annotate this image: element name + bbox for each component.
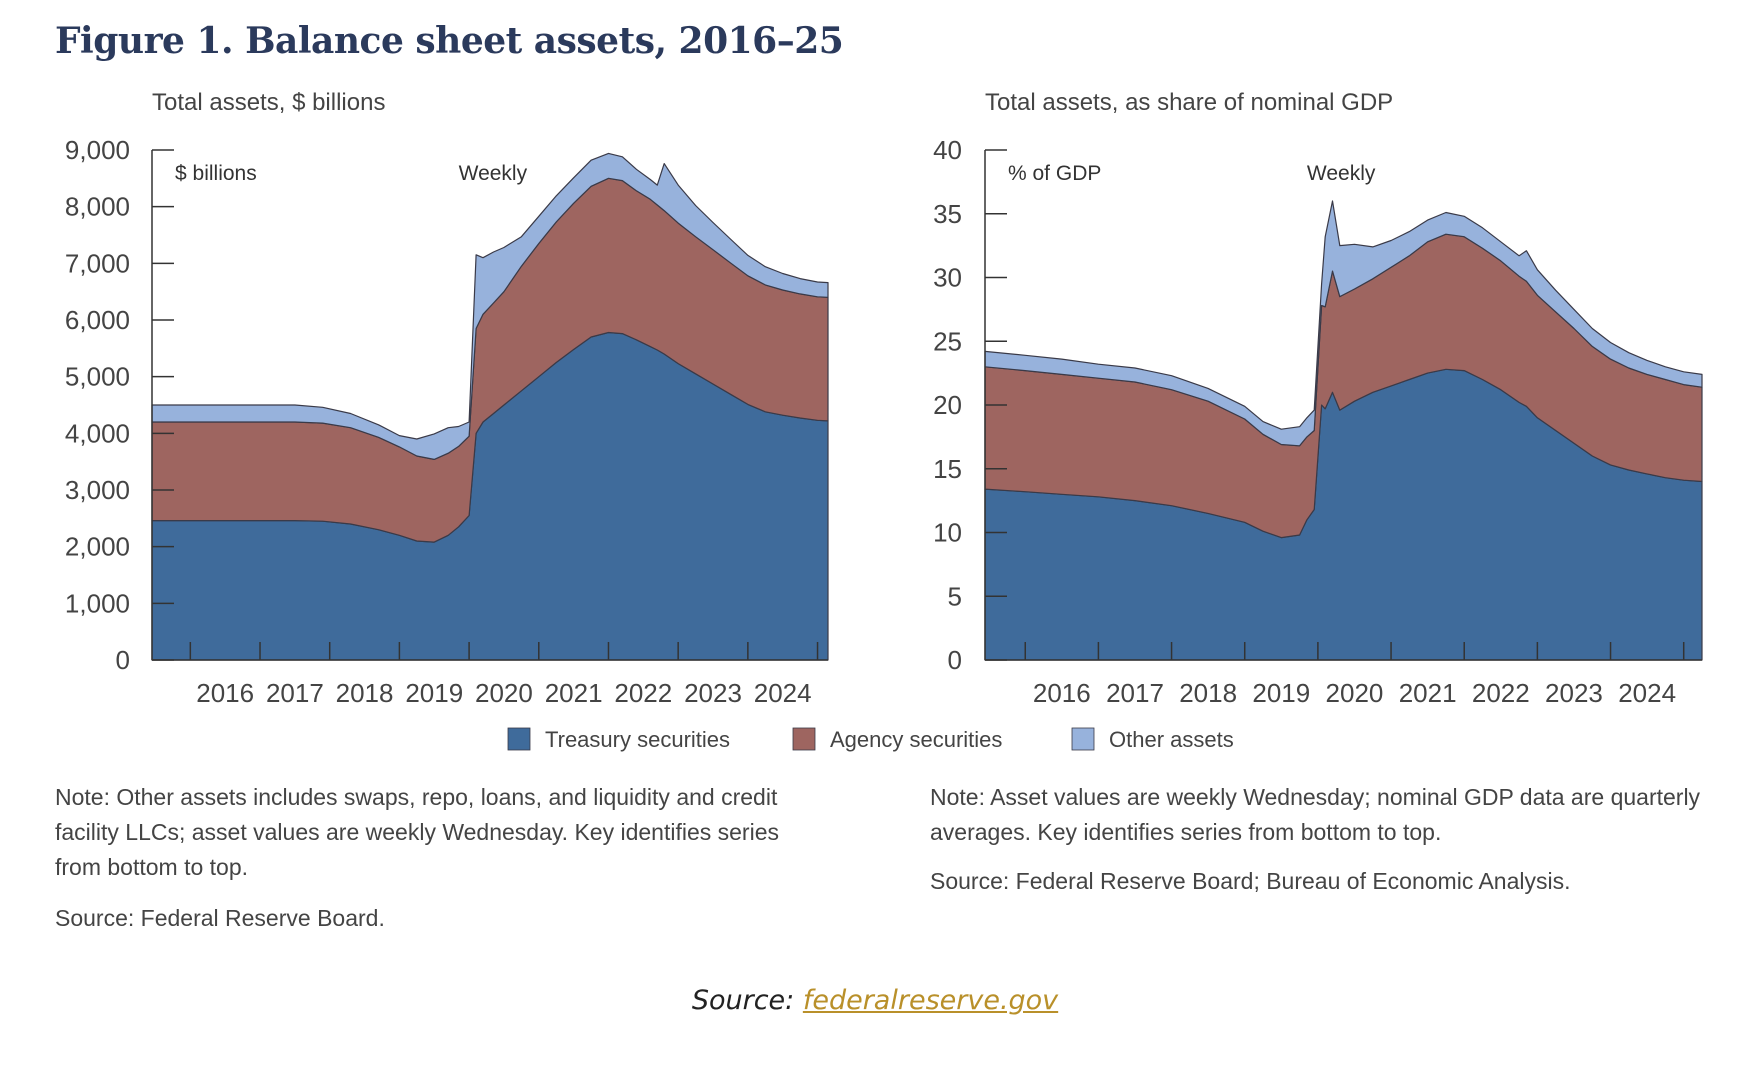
series-area-other-p1: [151, 152, 829, 460]
legend-swatch-agency: [792, 727, 816, 751]
source-right: Source: Federal Reserve Board; Bureau of…: [930, 868, 1571, 894]
source-left: Source: Federal Reserve Board.: [55, 905, 385, 931]
x-tick-label-p2: 2023: [1545, 678, 1603, 708]
unit-label-p1: $ billions: [175, 162, 257, 185]
x-tick-label-p1: 2016: [196, 678, 254, 708]
x-tick-label-p1: 2018: [336, 678, 394, 708]
x-tick-label-p1: 2019: [405, 678, 463, 708]
legend-label-agency: Agency securities: [830, 727, 1002, 752]
panel-title-p2: Total assets, as share of nominal GDP: [985, 89, 1393, 116]
panel-title-p1: Total assets, $ billions: [152, 89, 385, 116]
y-tick-label-p2: 25: [933, 326, 962, 356]
y-tick-label-p2: 35: [933, 199, 962, 229]
x-tick-label-p1: 2023: [684, 678, 742, 708]
y-tick-label-p2: 40: [933, 135, 962, 165]
y-tick-label-p1: 9,000: [65, 135, 130, 165]
x-tick-label-p2: 2021: [1399, 678, 1457, 708]
figure-title: Figure 1. Balance sheet assets, 2016–25: [55, 20, 844, 62]
y-tick-label-p2: 20: [933, 390, 962, 420]
y-tick-label-p2: 10: [933, 518, 962, 548]
legend-swatch-other: [1071, 727, 1095, 751]
x-tick-label-p2: 2016: [1033, 678, 1091, 708]
y-tick-label-p1: 8,000: [65, 192, 130, 222]
page-source: Source: federalreserve.gov: [0, 985, 1750, 1016]
y-tick-label-p1: 1,000: [65, 588, 130, 618]
x-tick-label-p1: 2021: [545, 678, 603, 708]
page-source-link[interactable]: federalreserve.gov: [802, 985, 1059, 1016]
y-tick-label-p2: 5: [948, 581, 962, 611]
x-tick-label-p1: 2022: [614, 678, 672, 708]
y-tick-label-p1: 6,000: [65, 305, 130, 335]
y-tick-label-p2: 15: [933, 454, 962, 484]
charts-canvas: 0 1,000 2,000 3,000 4,000 5,000 6,000 7,000 8,00…: [65, 89, 1703, 752]
x-tick-label-p1: 2017: [266, 678, 324, 708]
y-tick-label-p1: 7,000: [65, 248, 130, 278]
note-right: Note: Asset values are weekly Wednesday;…: [930, 784, 1701, 845]
y-tick-label-p2: 0: [948, 645, 962, 675]
frequency-label-p2: Weekly: [1307, 162, 1376, 185]
legend-swatch-treasury: [507, 727, 531, 751]
x-tick-label-p1: 2020: [475, 678, 533, 708]
y-tick-label-p1: 2,000: [65, 532, 130, 562]
frequency-label-p1: Weekly: [459, 162, 528, 185]
x-tick-label-p2: 2019: [1252, 678, 1310, 708]
y-tick-label-p1: 3,000: [65, 475, 130, 505]
series-area-other-p2: [984, 200, 1703, 447]
y-tick-label-p1: 5,000: [65, 362, 130, 392]
unit-label-p2: % of GDP: [1008, 162, 1101, 185]
x-tick-label-p2: 2017: [1106, 678, 1164, 708]
x-tick-label-p2: 2024: [1618, 678, 1676, 708]
y-tick-label-p1: 0: [116, 645, 130, 675]
legend-label-treasury: Treasury securities: [545, 727, 730, 752]
x-tick-label-p2: 2018: [1179, 678, 1237, 708]
y-tick-label-p1: 4,000: [65, 418, 130, 448]
x-tick-label-p2: 2020: [1326, 678, 1384, 708]
x-tick-label-p2: 2022: [1472, 678, 1530, 708]
x-tick-label-p1: 2024: [754, 678, 812, 708]
note-left: Note: Other assets includes swaps, repo,…: [55, 784, 779, 880]
y-tick-label-p2: 30: [933, 263, 962, 293]
page-source-prefix: Source:: [691, 985, 803, 1016]
legend-label-other: Other assets: [1109, 727, 1234, 752]
